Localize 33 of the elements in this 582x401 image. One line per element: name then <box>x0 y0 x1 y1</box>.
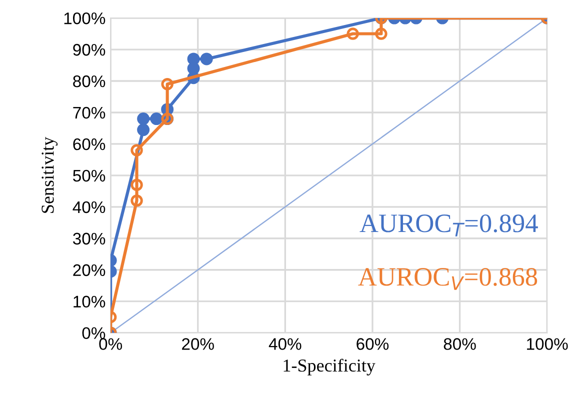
annotation: AUROC$_{T}$=0.894 <box>360 214 538 236</box>
annotation: AUROC$_{V}$=0.868 <box>358 268 538 290</box>
x-tick-label: 20% <box>182 338 214 350</box>
x-tick-label: 60% <box>356 338 389 350</box>
y-tick-label: 0% <box>82 327 106 340</box>
y-tick-label: 10% <box>74 296 106 308</box>
point <box>130 144 143 156</box>
y-tick-label: 100% <box>64 12 106 24</box>
x-tick-label: 100% <box>527 338 568 350</box>
point <box>130 178 143 191</box>
y-tick-label: 20% <box>73 264 106 276</box>
point <box>200 52 213 66</box>
x-axis-title: 1-Specificity <box>284 358 376 376</box>
y-tick-label: 30% <box>73 232 106 245</box>
point <box>375 28 388 40</box>
x-tick-label: 80% <box>444 338 476 350</box>
point <box>346 28 359 40</box>
y-tick-label: 70% <box>73 106 106 119</box>
line-series <box>110 18 548 333</box>
point <box>161 78 174 90</box>
point <box>130 194 143 207</box>
point <box>150 112 163 126</box>
y-tick-label: 90% <box>73 44 106 56</box>
point <box>137 124 150 136</box>
y-tick-label: 40% <box>72 201 106 214</box>
y-axis-title: Sensitivity <box>42 136 58 213</box>
y-tick-label: 60% <box>73 138 106 150</box>
x-tick-label: 40% <box>268 338 302 350</box>
x-tick-label: 0% <box>99 338 122 350</box>
y-tick-label: 50% <box>73 170 106 182</box>
y-tick-label: 80% <box>73 75 106 88</box>
point <box>187 52 200 66</box>
point <box>137 112 150 126</box>
